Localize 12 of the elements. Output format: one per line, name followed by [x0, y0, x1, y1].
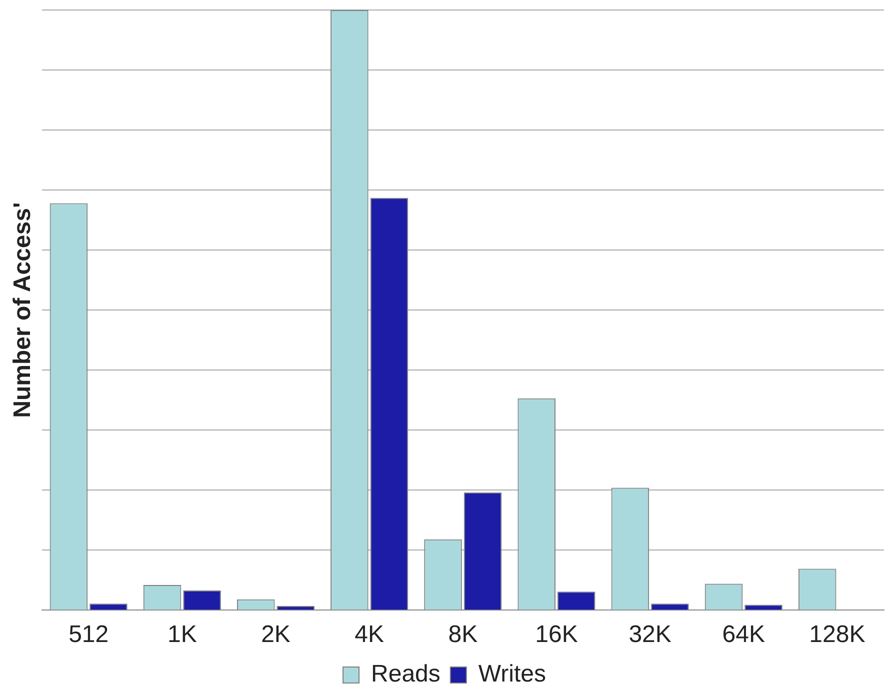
x-tick-label: 2K	[261, 621, 290, 648]
x-tick-label: 128K	[809, 621, 866, 648]
x-tick-label: 8K	[448, 621, 478, 648]
legend-label: Writes	[478, 660, 546, 688]
y-axis-title: Number of Access'	[9, 202, 36, 418]
x-tick-label: 32K	[628, 621, 672, 648]
x-tick-label: 1K	[167, 621, 197, 648]
x-tick-label: 64K	[722, 621, 765, 648]
x-tick-label: 512	[68, 621, 109, 648]
x-tick-label: 16K	[535, 621, 578, 648]
x-tick-label: 4K	[354, 621, 384, 648]
legend-label: Reads	[371, 660, 440, 688]
